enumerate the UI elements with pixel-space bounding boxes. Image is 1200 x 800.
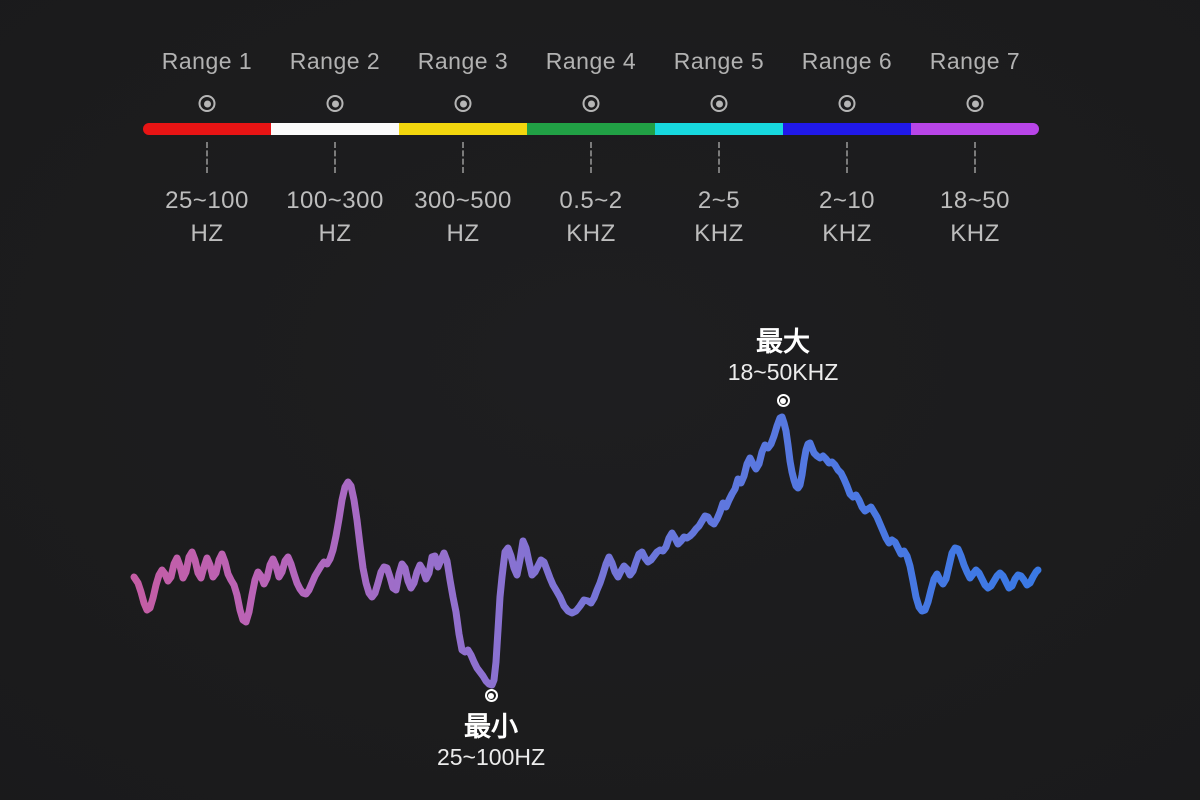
range-6-frequency-label: 2~10 KHZ — [818, 187, 876, 247]
min-range-value: 25~100HZ — [436, 744, 546, 770]
band-segment-blue — [783, 123, 911, 135]
range-selector-row: Range 1 25~100 HZ Range 2 100~300 HZ Range… — [143, 48, 1039, 258]
range-column-5: Range 5 2~5 KHZ — [655, 48, 783, 258]
range-4-frequency-label: 0.5~2 KHZ — [559, 187, 623, 247]
range-1-frequency-label: 25~100 HZ — [165, 187, 249, 247]
range-column-4: Range 4 0.5~2 KHZ — [527, 48, 655, 258]
range-column-7: Range 7 18~50 KHZ — [911, 48, 1039, 258]
range-2-frequency-label: 100~300 HZ — [286, 187, 384, 247]
frequency-band-bar — [143, 123, 1039, 135]
range-7-label: Range 7 — [929, 48, 1021, 74]
range-5-frequency-label: 2~5 KHZ — [694, 187, 744, 247]
spectrum-waveform-line — [130, 413, 1042, 689]
range-3-radio-icon[interactable] — [454, 95, 472, 112]
range-3-tick-line — [462, 142, 464, 173]
band-segment-cyan — [655, 123, 783, 135]
range-2-label: Range 2 — [289, 48, 381, 74]
range-7-radio-icon[interactable] — [966, 95, 984, 112]
range-1-label: Range 1 — [161, 48, 253, 74]
min-annotation: 最小 25~100HZ — [391, 689, 591, 771]
range-column-1: Range 1 25~100 HZ — [143, 48, 271, 258]
range-1-tick-line — [206, 142, 208, 173]
max-marker-icon — [776, 394, 790, 407]
min-title: 最小 — [464, 712, 518, 742]
max-range-value: 18~50KHZ — [727, 359, 839, 385]
range-column-2: Range 2 100~300 HZ — [271, 48, 399, 258]
range-1-radio-icon[interactable] — [198, 95, 216, 112]
max-annotation: 最大 18~50KHZ — [683, 328, 883, 412]
range-column-3: Range 3 300~500 HZ — [399, 48, 527, 258]
range-3-frequency-label: 300~500 HZ — [414, 187, 512, 247]
range-6-label: Range 6 — [801, 48, 893, 74]
band-segment-purple — [911, 123, 1039, 135]
range-3-label: Range 3 — [417, 48, 509, 74]
range-5-radio-icon[interactable] — [710, 95, 728, 112]
range-5-label: Range 5 — [673, 48, 765, 74]
range-2-tick-line — [334, 142, 336, 173]
range-6-radio-icon[interactable] — [838, 95, 856, 112]
band-segment-green — [527, 123, 655, 135]
range-4-label: Range 4 — [545, 48, 637, 74]
range-6-tick-line — [846, 142, 848, 173]
range-column-6: Range 6 2~10 KHZ — [783, 48, 911, 258]
band-segment-yellow — [399, 123, 527, 135]
band-segment-red — [143, 123, 271, 135]
max-title: 最大 — [756, 327, 810, 357]
range-5-tick-line — [718, 142, 720, 173]
range-2-radio-icon[interactable] — [326, 95, 344, 112]
range-7-frequency-label: 18~50 KHZ — [940, 187, 1010, 247]
range-4-tick-line — [590, 142, 592, 173]
range-4-radio-icon[interactable] — [582, 95, 600, 112]
band-segment-white — [271, 123, 399, 135]
min-marker-icon — [484, 689, 498, 702]
range-7-tick-line — [974, 142, 976, 173]
